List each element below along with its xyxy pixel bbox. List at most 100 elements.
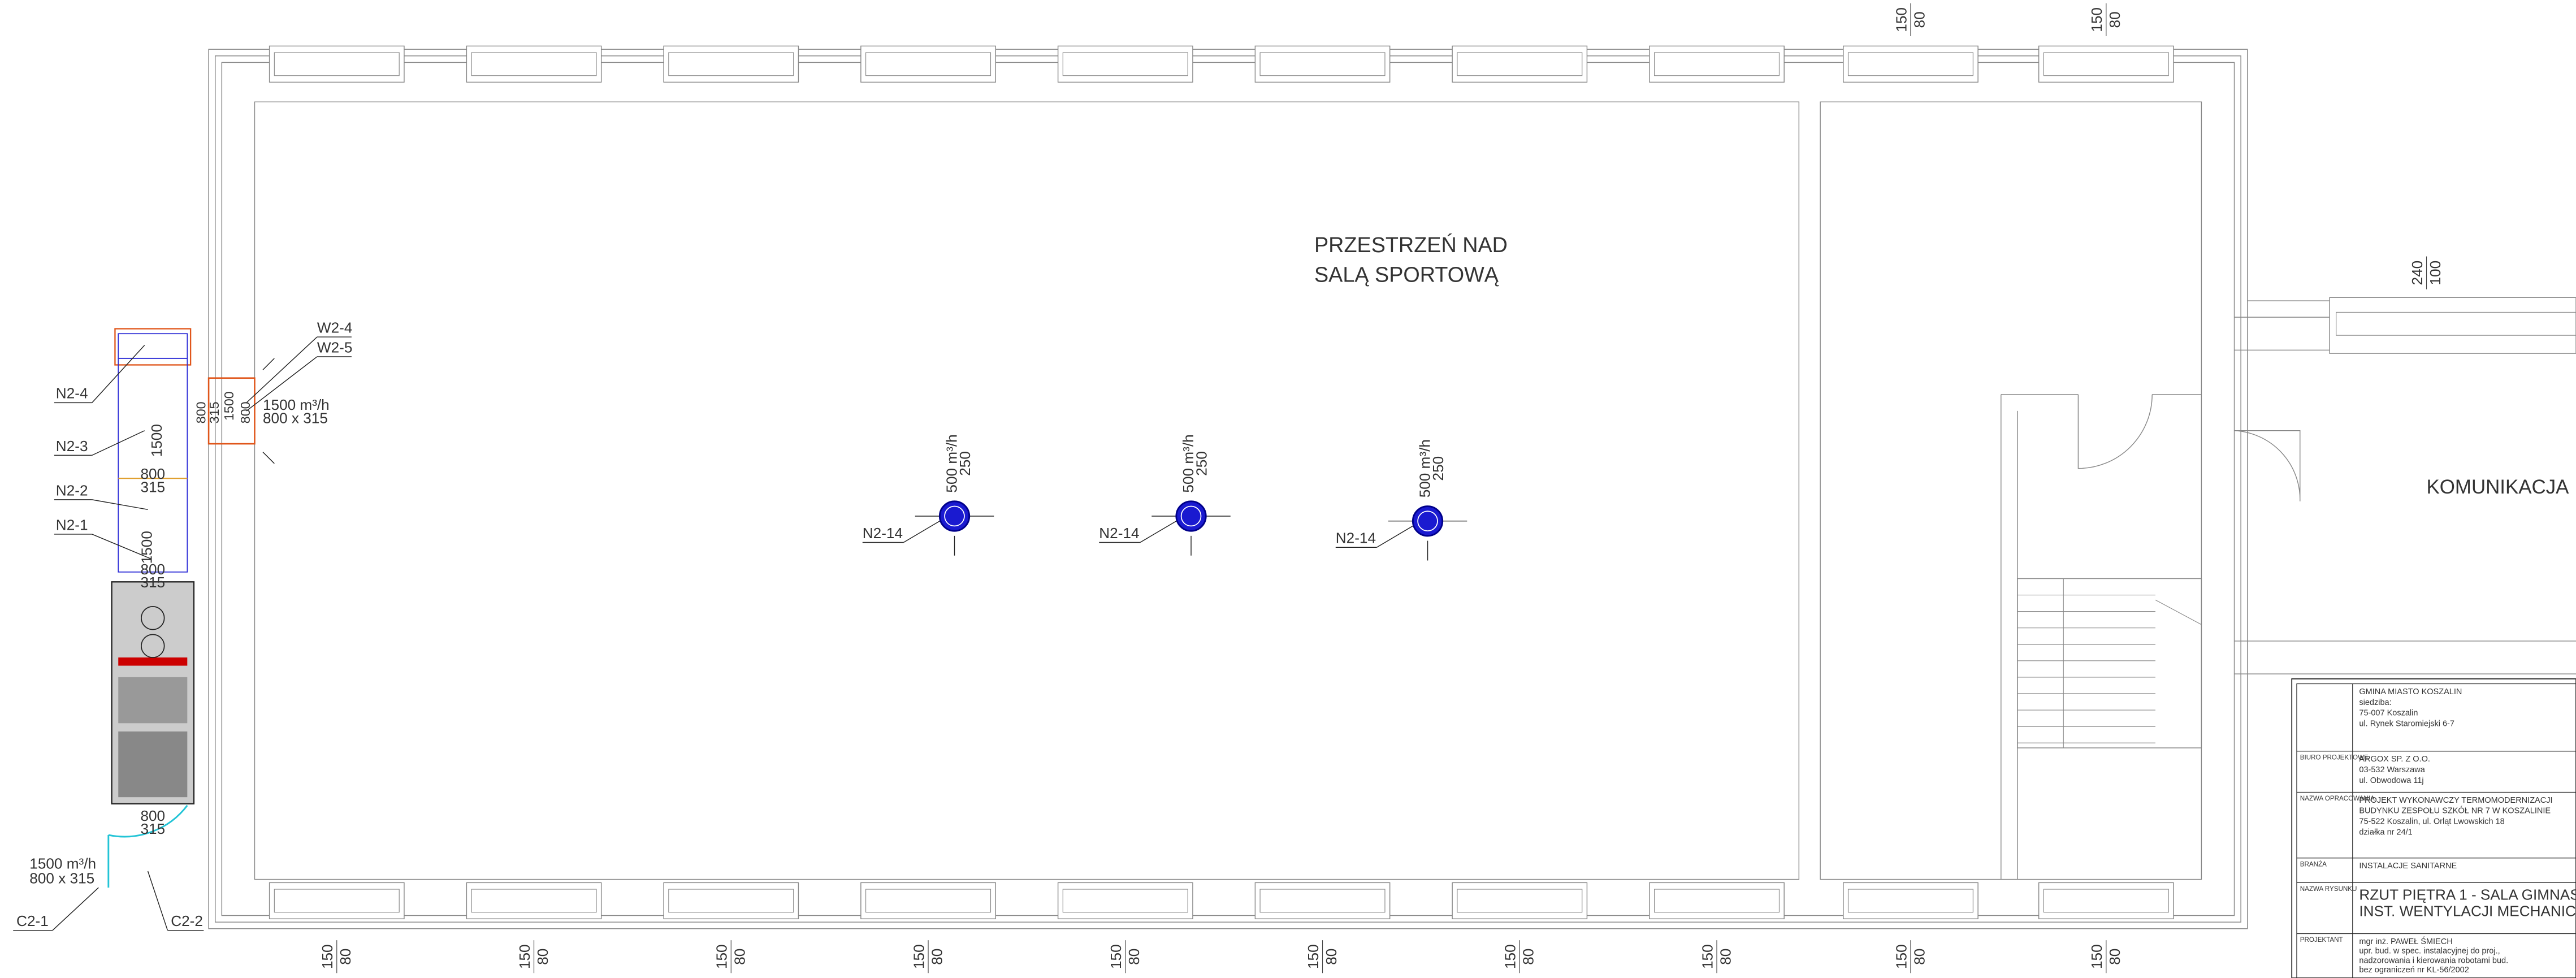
leader-line: [903, 521, 940, 543]
room-name: SALĄ SPORTOWĄ: [1314, 263, 1499, 287]
leader-line: [148, 871, 168, 931]
window: [1843, 882, 1978, 919]
window-height: 80: [337, 949, 354, 965]
title-block-text: siedziba:: [2359, 698, 2391, 707]
window: [1843, 46, 1978, 82]
duct-dim: 315: [207, 401, 222, 423]
window-width: 150: [2088, 7, 2105, 32]
window: [2330, 297, 2576, 353]
window-height: 80: [534, 949, 551, 965]
duct-tag: C2-2: [171, 912, 203, 929]
duct-size: 800 x 315: [29, 869, 94, 886]
window-height: 80: [1717, 949, 1734, 965]
window: [664, 46, 798, 82]
window-width: 150: [1107, 944, 1124, 969]
leader-line: [246, 337, 317, 403]
title-block-label: BIURO PROJEKTOWE: [2300, 754, 2369, 761]
window-width: 150: [516, 944, 533, 969]
duct-flow: 1500: [138, 531, 155, 564]
duct-dim: 1500: [222, 391, 236, 421]
leader-line: [53, 888, 98, 931]
window-width: 240: [2409, 261, 2426, 285]
title-block-text: 75-007 Koszalin: [2359, 709, 2418, 718]
window-height: 80: [731, 949, 748, 965]
window-height: 80: [1323, 949, 1340, 965]
window: [861, 882, 995, 919]
duct-tag: W2-5: [317, 339, 352, 356]
title-block-text: BUDYNKU ZESPOŁU SZKÓŁ NR 7 W KOSZALINIE: [2359, 806, 2551, 816]
title-block-text: upr. bud. w spec. instalacyjnej do proj.…: [2359, 947, 2500, 956]
leader-line: [1140, 521, 1176, 543]
duct-size: 800 x 315: [263, 409, 328, 426]
duct-tag: C2-1: [16, 912, 49, 929]
diffuser-size: 250: [1430, 456, 1447, 481]
duct-tag: N2-1: [56, 516, 88, 533]
window-height: 80: [1911, 949, 1928, 965]
title-block-label: NAZWA RYSUNKU: [2300, 885, 2357, 893]
diffuser-size: 250: [1193, 451, 1210, 476]
title-block-text: 75-522 Koszalin, ul. Orląt Lwowskich 18: [2359, 817, 2504, 826]
title-block-text: RZUT PIĘTRA 1 - SALA GIMNAST.: [2359, 886, 2576, 903]
window: [1649, 882, 1784, 919]
leader-line: [92, 500, 148, 509]
leader-line: [263, 452, 274, 464]
duct-height: 315: [140, 478, 165, 495]
title-block-text: działka nr 24/1: [2359, 828, 2412, 837]
duct-flow: 1500: [148, 424, 165, 457]
title-block-label: PROJEKTANT: [2300, 936, 2343, 944]
diffuser-tag: N2-14: [1336, 530, 1376, 547]
window-width: 150: [1893, 7, 1910, 32]
window-width: 150: [1699, 944, 1716, 969]
title-block-label: BRANŻA: [2300, 860, 2327, 868]
title-block-text: INSTALACJE SANITARNE: [2359, 862, 2457, 871]
window: [664, 882, 798, 919]
title-block-text: PROJEKT WYKONAWCZY TERMOMODERNIZACJI: [2359, 796, 2552, 805]
window: [1255, 882, 1389, 919]
walls: [209, 49, 2576, 929]
title-block-text: ARGOX SP. Z O.O.: [2359, 755, 2430, 764]
window-width: 150: [1893, 944, 1910, 969]
window-height: 80: [2106, 11, 2123, 28]
window: [2039, 882, 2174, 919]
title-block-text: nadzorowania i kierowania robotami bud.: [2359, 956, 2508, 965]
duct-tag: N2-4: [56, 385, 88, 402]
window-height: 100: [2427, 261, 2444, 285]
window-height: 80: [2106, 949, 2123, 965]
room-name: PRZESTRZEŃ NAD: [1314, 233, 1508, 257]
window: [1452, 882, 1587, 919]
title-block-text: GMINA MIASTO KOSZALIN: [2359, 687, 2462, 696]
duct-height: 315: [140, 574, 165, 591]
diffuser-tag: N2-14: [863, 525, 903, 542]
leader-line: [263, 358, 274, 370]
window: [1058, 882, 1193, 919]
window-width: 150: [319, 944, 336, 969]
title-block-text: mgr inż. PAWEŁ ŚMIECH: [2359, 936, 2452, 946]
window: [1058, 46, 1193, 82]
diffuser-tag: N2-14: [1099, 525, 1139, 542]
window: [1452, 46, 1587, 82]
stairs: [2017, 578, 2202, 747]
leader-line: [1376, 526, 1413, 547]
title-block-text: ul. Rynek Staromiejski 6-7: [2359, 720, 2454, 729]
window-width: 150: [713, 944, 730, 969]
window-height: 80: [928, 949, 945, 965]
window-height: 80: [1520, 949, 1537, 965]
duct-tag: N2-2: [56, 482, 88, 499]
window: [2039, 46, 2174, 82]
duct-height: 315: [140, 820, 165, 837]
window-height: 80: [1125, 949, 1142, 965]
duct-dim: 800: [194, 401, 209, 423]
window: [861, 46, 995, 82]
window-width: 150: [1305, 944, 1322, 969]
floor-plan: PRZESTRZEŃ NAD SALĄ SPORTOWĄ KOMUNIKACJA…: [0, 0, 2576, 978]
duct-tag: N2-3: [56, 438, 88, 455]
window-width: 150: [910, 944, 927, 969]
title-block-text: ul. Obwodowa 11j: [2359, 776, 2423, 785]
duct-dim: 800: [238, 401, 253, 423]
title-block-text: 03-532 Warszawa: [2359, 765, 2425, 774]
duct-tag: W2-4: [317, 319, 352, 336]
window: [1255, 46, 1389, 82]
title-block-text: INST. WENTYLACJI MECHANICZNEJ: [2359, 903, 2576, 920]
room-name: KOMUNIKACJA: [2427, 476, 2570, 498]
window: [270, 46, 404, 82]
